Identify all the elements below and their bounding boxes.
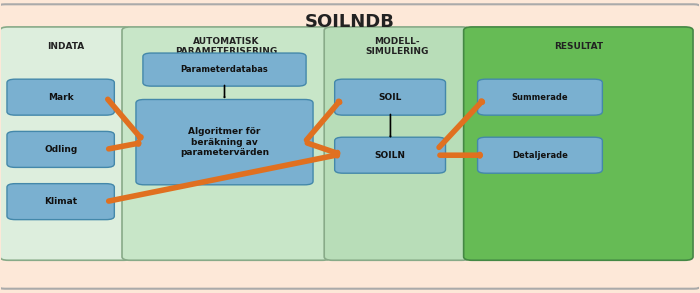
- Text: MODELL-
SIMULERING: MODELL- SIMULERING: [365, 37, 428, 56]
- Text: Mark: Mark: [48, 93, 74, 102]
- Text: Detaljerade: Detaljerade: [512, 151, 568, 160]
- Text: SOIL: SOIL: [379, 93, 402, 102]
- Text: AUTOMATISK
PARAMETERISERING: AUTOMATISK PARAMETERISERING: [175, 37, 277, 56]
- FancyBboxPatch shape: [477, 137, 603, 173]
- FancyBboxPatch shape: [324, 27, 470, 260]
- FancyBboxPatch shape: [136, 100, 313, 185]
- Text: Klimat: Klimat: [44, 197, 77, 206]
- Text: SOILN: SOILN: [374, 151, 405, 160]
- Text: Summerade: Summerade: [512, 93, 568, 102]
- Text: Algoritmer för
beräkning av
parametervärden: Algoritmer för beräkning av parametervär…: [180, 127, 269, 157]
- FancyBboxPatch shape: [477, 79, 603, 115]
- FancyBboxPatch shape: [0, 27, 132, 260]
- FancyBboxPatch shape: [122, 27, 330, 260]
- Text: SOILNDB: SOILNDB: [305, 13, 395, 31]
- Text: INDATA: INDATA: [48, 42, 85, 51]
- Text: RESULTAT: RESULTAT: [554, 42, 603, 51]
- FancyBboxPatch shape: [7, 131, 114, 167]
- FancyBboxPatch shape: [143, 53, 306, 86]
- FancyBboxPatch shape: [7, 79, 114, 115]
- Text: Parameterdatabas: Parameterdatabas: [181, 65, 268, 74]
- FancyBboxPatch shape: [335, 137, 445, 173]
- Text: Odling: Odling: [44, 145, 77, 154]
- FancyBboxPatch shape: [0, 4, 700, 289]
- FancyBboxPatch shape: [7, 184, 114, 220]
- FancyBboxPatch shape: [463, 27, 693, 260]
- FancyBboxPatch shape: [335, 79, 445, 115]
